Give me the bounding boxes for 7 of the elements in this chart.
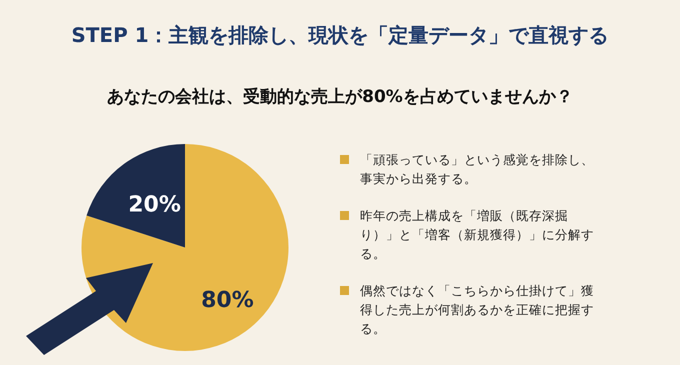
data-label: 20% <box>128 192 181 218</box>
text: 昨年の売上構成を「増販（既存深掘り）」と「増客（新規獲得）」に分解する。 <box>359 207 595 263</box>
text: STEP 1：主観を排除し、現状を「定量データ」で直視する <box>70 22 610 49</box>
text: 偶然ではなく「こちらから仕掛けて」獲得した売上が何割あるかを正確に把握する。 <box>359 282 595 338</box>
text: あなたの会社は、受動的な売上が80%を占めていませんか？ <box>106 86 574 108</box>
text: 「頑張っている」という感覚を排除し、事実から出発する。 <box>359 151 595 188</box>
data-label: 80% <box>201 288 254 314</box>
